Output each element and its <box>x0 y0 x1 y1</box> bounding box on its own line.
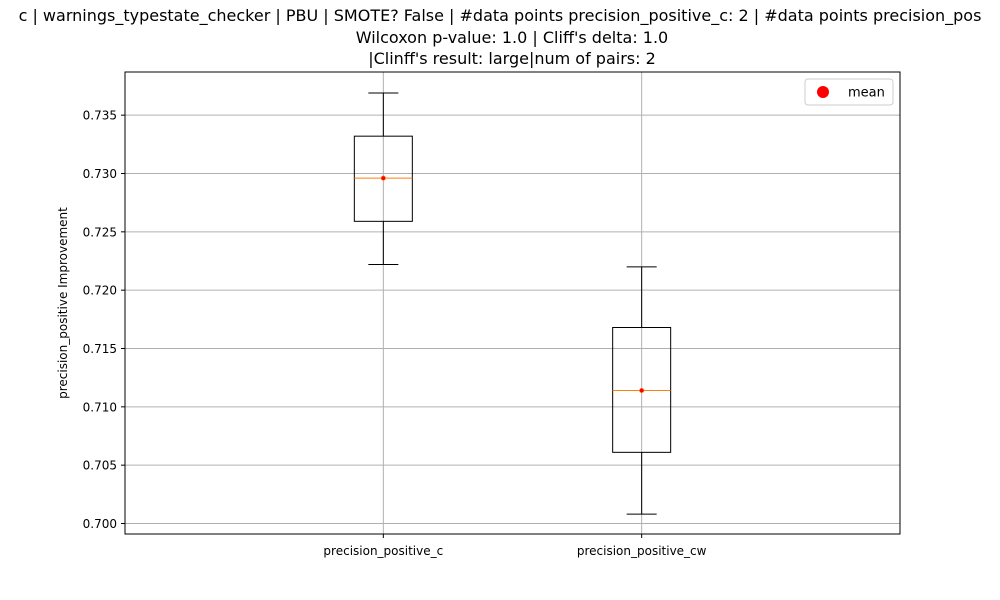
y-tick-label-5: 0.725 <box>83 225 117 239</box>
box-1-iqr-rect <box>612 327 672 453</box>
y-tick-label-4: 0.720 <box>83 284 117 298</box>
x-tick-label-0: precision_positive_c <box>323 544 443 558</box>
chart-title: c | warnings_typestate_checker | PBU | S… <box>19 6 982 68</box>
x-axis-ticks: precision_positive_c precision_positive_c… <box>323 534 707 558</box>
box-0-iqr-rect <box>353 135 413 222</box>
box-0 <box>353 92 413 265</box>
y-tick-label-6: 0.730 <box>83 167 117 181</box>
box-1-mean-marker <box>639 387 645 393</box>
legend-frame <box>804 78 894 106</box>
y-tick-label-7: 0.735 <box>83 109 117 123</box>
y-tick-label-1: 0.705 <box>83 459 117 473</box>
grid-lines <box>125 72 900 534</box>
plot-area-frame <box>124 71 901 535</box>
chart-title-line-2: Wilcoxon p-value: 1.0 | Cliff's delta: 1… <box>356 28 668 47</box>
y-tick-label-2: 0.710 <box>83 400 117 414</box>
legend-mean-marker <box>817 86 829 98</box>
chart-title-line-3: |Clinff's result: large|num of pairs: 2 <box>368 49 656 68</box>
box-0-mean-marker <box>380 175 386 181</box>
y-axis-ticks: 0.700 0.705 0.710 0.715 0.720 0.725 0.730 0.735 <box>83 109 125 531</box>
y-tick-label-0: 0.700 <box>83 517 117 531</box>
legend-mean-label: mean <box>848 86 885 101</box>
boxes <box>353 92 672 515</box>
box-1 <box>612 266 672 515</box>
legend: mean <box>804 78 894 106</box>
chart-title-line-1: c | warnings_typestate_checker | PBU | S… <box>19 6 982 26</box>
y-axis-label: precision_positive Improvement <box>56 207 70 399</box>
y-tick-label-3: 0.715 <box>83 342 117 356</box>
x-tick-label-1: precision_positive_cw <box>577 544 707 558</box>
